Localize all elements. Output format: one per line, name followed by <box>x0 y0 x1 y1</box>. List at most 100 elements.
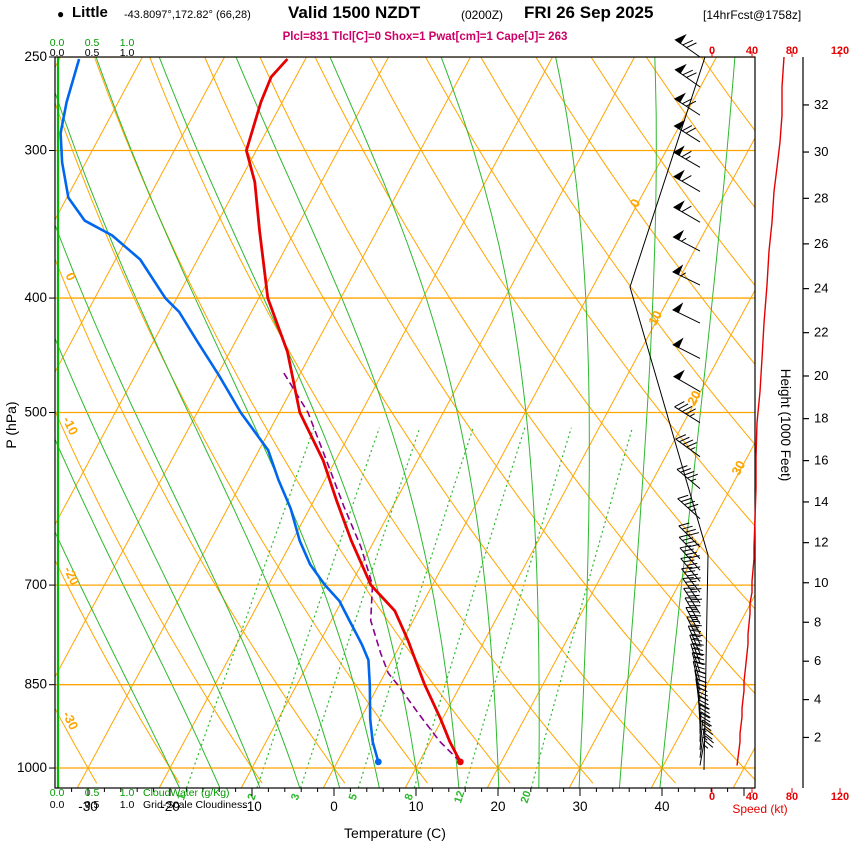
moist-adiabat-line <box>659 57 736 788</box>
barb-full <box>678 522 690 527</box>
barb-full <box>699 712 710 719</box>
skewt-grid <box>55 57 755 788</box>
barb-pennant <box>673 92 686 103</box>
barb-full <box>685 580 697 583</box>
sounding-curves <box>59 58 464 766</box>
moist-adiabat-line <box>329 57 500 788</box>
isotherm-line <box>650 594 755 788</box>
station-bullet-icon: ● <box>57 7 65 21</box>
moist-adiabat-line <box>158 57 420 788</box>
barb-full <box>692 652 703 657</box>
barb-full <box>678 403 689 410</box>
dry-adiabat-label: -20 <box>61 564 83 587</box>
parcel-curve <box>281 369 461 763</box>
barb-full <box>698 699 709 706</box>
speed-axis-title: Speed (kt) <box>732 802 787 816</box>
pressure-tick-label: 700 <box>24 577 47 592</box>
speed-tick-label-top: 80 <box>786 45 798 57</box>
pressure-tick-label: 250 <box>24 49 47 64</box>
barb-full <box>703 732 713 740</box>
barb-full <box>682 98 693 105</box>
barb-half <box>685 155 691 160</box>
mixing-ratio-label: 3 <box>289 792 302 802</box>
barb-full <box>680 468 691 473</box>
valid-time-label: Valid 1500 NZDT <box>288 3 421 22</box>
barb-full <box>682 439 694 445</box>
temperature-axis-title: Temperature (C) <box>344 825 446 841</box>
temperature-tick-label: 10 <box>408 799 423 814</box>
barb-full <box>679 534 690 538</box>
barb-pennant <box>673 200 685 211</box>
height-tick-label: 18 <box>814 411 828 426</box>
parcel-indices-line: Plcl=831 Tlcl[C]=0 Shox=1 Pwat[cm]=1 Cap… <box>282 31 568 43</box>
isotherm-line <box>55 57 143 221</box>
pressure-axis: 250 300 400 500 700 850 1000 P (hPa) <box>3 49 55 775</box>
speed-tick-label-top: 0 <box>709 45 715 57</box>
height-tick-label: 16 <box>814 453 828 468</box>
dry-adiabat-line <box>204 57 676 784</box>
temperature-tick-label: -10 <box>242 799 262 814</box>
barb-full <box>690 643 702 647</box>
barb-full <box>694 669 706 675</box>
barb-half <box>690 446 696 451</box>
barb-half <box>694 656 701 659</box>
barb-full <box>686 591 698 593</box>
barb-pennant <box>673 169 685 181</box>
temperature-tick-label: 0 <box>330 799 338 814</box>
barb-full <box>681 205 692 213</box>
barb-full <box>691 638 703 642</box>
wind-speed-curve <box>736 56 785 766</box>
cloudiness-scale-top: 0.0 <box>50 47 65 59</box>
moist-adiabat-line <box>235 57 460 788</box>
barb-full <box>688 532 700 536</box>
barb-half <box>693 637 700 640</box>
barb-full <box>683 559 695 563</box>
dry-adiabat-line <box>55 559 180 784</box>
barb-full <box>693 652 705 656</box>
height-tick-label: 22 <box>814 325 828 340</box>
barb-pennant <box>673 369 685 381</box>
barb-full <box>700 715 711 723</box>
speed-tick-label-bottom: 120 <box>831 791 849 803</box>
isotherm-line <box>55 57 225 374</box>
barb-full <box>699 707 710 714</box>
barb-pennant <box>674 33 687 44</box>
cloudiness-scale-bottom: 0.0 <box>50 799 65 811</box>
temperature-tick-label: 40 <box>654 799 669 814</box>
height-tick-label: 6 <box>814 653 821 668</box>
barb-full <box>687 573 699 577</box>
speed-tick-label-bottom: 80 <box>786 791 798 803</box>
barb-full <box>692 642 704 646</box>
dry-adiabat-line <box>314 57 755 695</box>
barb-full <box>682 39 693 46</box>
barb-full <box>687 584 699 587</box>
mixing-ratio-label: 12 <box>452 789 467 804</box>
pressure-tick-label: 400 <box>24 290 47 305</box>
barb-full <box>692 647 703 651</box>
moist-adiabat-line <box>555 57 590 788</box>
speed-tick-label-top: 120 <box>831 45 849 57</box>
wind-direction-line <box>629 56 709 771</box>
height-tick-label: 8 <box>814 614 821 629</box>
isotherm-line <box>322 57 717 788</box>
barb-half <box>690 508 697 512</box>
barb-full <box>693 656 705 661</box>
cloudwater-axis-label: CloudWater (g/Kg) <box>143 787 230 799</box>
barb-full <box>694 660 706 665</box>
dry-adiabat-line <box>93 57 511 784</box>
plot-frame <box>54 56 756 789</box>
dry-adiabat-line <box>259 57 755 781</box>
barb-full <box>681 566 693 570</box>
dry-adiabat-label: -30 <box>60 709 82 732</box>
height-tick-label: 28 <box>814 190 828 205</box>
temperature-tick-label: -30 <box>78 799 98 814</box>
isotherm-line <box>76 57 471 788</box>
barb-full <box>694 665 705 670</box>
moist-adiabat-line <box>95 57 380 788</box>
cloudiness-scale-top: 0.5 <box>85 47 100 59</box>
barb-full <box>695 678 707 684</box>
barb-full <box>685 540 697 545</box>
mixing-ratio-line <box>185 427 315 788</box>
barb-full <box>689 629 702 632</box>
